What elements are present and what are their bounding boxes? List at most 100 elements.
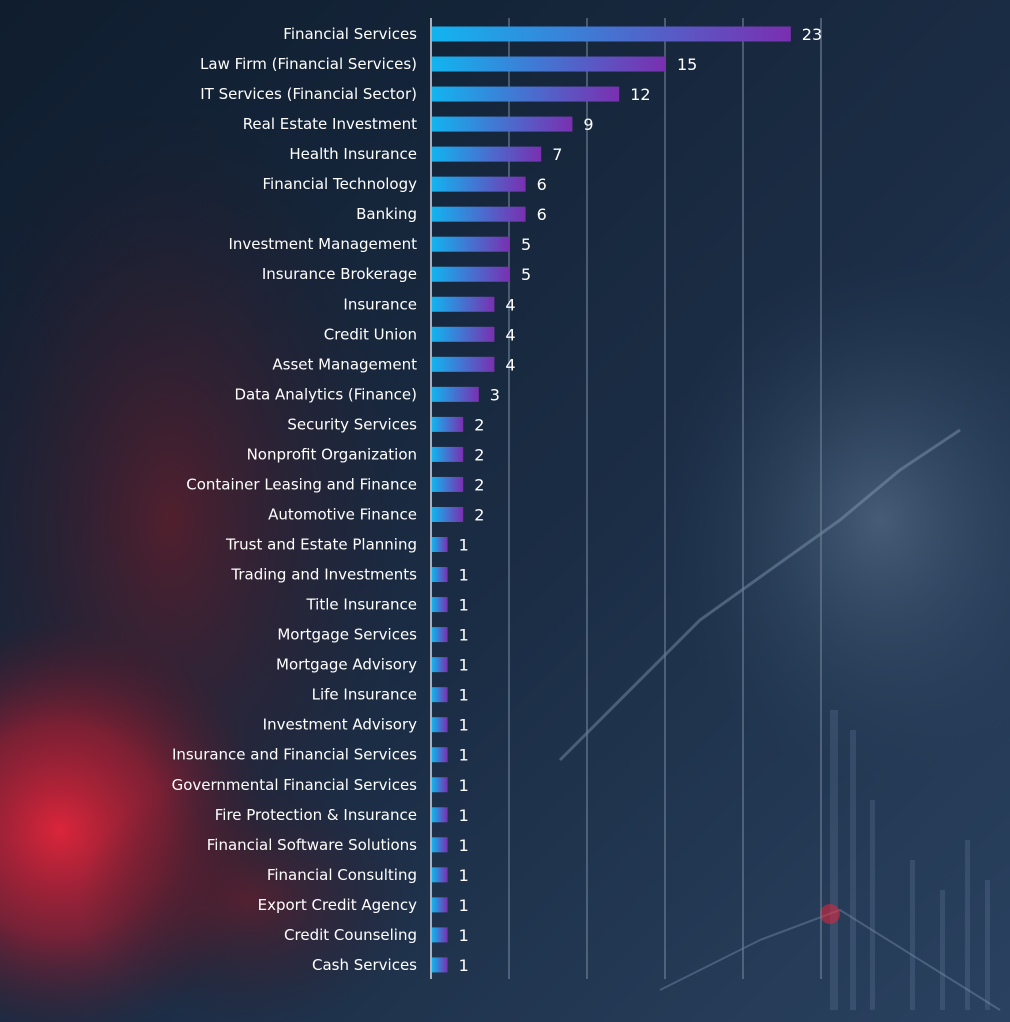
bar — [432, 206, 526, 222]
category-label: Financial Software Solutions — [207, 836, 417, 854]
value-label: 1 — [459, 776, 469, 795]
value-label: 1 — [459, 746, 469, 765]
category-label: Mortgage Advisory — [276, 656, 417, 674]
value-label: 1 — [459, 686, 469, 705]
value-label: 3 — [490, 385, 500, 404]
bar — [432, 176, 526, 192]
value-label: 1 — [459, 806, 469, 825]
category-label: Law Firm (Financial Services) — [200, 55, 417, 73]
category-label: Investment Advisory — [263, 716, 417, 734]
category-label: Trust and Estate Planning — [225, 536, 417, 554]
bar — [432, 717, 448, 733]
bar — [432, 957, 448, 973]
category-label: IT Services (Financial Sector) — [200, 85, 417, 103]
category-label: Investment Management — [228, 235, 417, 253]
bar — [432, 777, 448, 793]
value-label: 5 — [521, 235, 531, 254]
value-label: 1 — [459, 716, 469, 735]
category-label: Title Insurance — [305, 596, 417, 614]
value-label: 1 — [459, 866, 469, 885]
bar — [432, 116, 573, 132]
value-label: 4 — [505, 295, 515, 314]
category-label: Nonprofit Organization — [247, 445, 417, 463]
category-label: Banking — [356, 205, 417, 223]
category-label: Insurance — [343, 295, 417, 313]
bar — [432, 597, 448, 613]
value-label: 6 — [537, 205, 547, 224]
bar — [432, 356, 495, 372]
category-label: Mortgage Services — [277, 626, 417, 644]
value-label: 1 — [459, 926, 469, 945]
bar — [432, 837, 448, 853]
value-label: 4 — [505, 325, 515, 344]
bar — [432, 657, 448, 673]
value-label: 15 — [677, 55, 697, 74]
gridlines — [508, 18, 822, 979]
value-label: 2 — [474, 445, 484, 464]
category-label: Automotive Finance — [268, 505, 417, 523]
value-label: 2 — [474, 505, 484, 524]
value-label: 7 — [552, 145, 562, 164]
category-label: Export Credit Agency — [258, 896, 418, 914]
category-label: Credit Union — [324, 325, 417, 343]
value-label: 1 — [459, 656, 469, 675]
bar — [432, 26, 791, 42]
value-label: 1 — [459, 566, 469, 585]
category-label: Cash Services — [312, 956, 417, 974]
category-label: Financial Technology — [263, 175, 418, 193]
bar — [432, 867, 448, 883]
value-label: 1 — [459, 896, 469, 915]
bar — [432, 537, 448, 553]
category-label: Fire Protection & Insurance — [215, 806, 417, 824]
bar — [432, 747, 448, 763]
value-label: 9 — [583, 115, 593, 134]
bar — [432, 386, 479, 402]
bar — [432, 56, 666, 72]
value-label: 1 — [459, 836, 469, 855]
bar — [432, 927, 448, 943]
bar — [432, 807, 448, 823]
category-label: Security Services — [287, 415, 417, 433]
category-label: Insurance and Financial Services — [172, 746, 417, 764]
bar — [432, 897, 448, 913]
category-labels: Financial Services Law Firm (Financial Se… — [172, 25, 418, 974]
value-label: 1 — [459, 596, 469, 615]
bar — [432, 476, 464, 492]
bar — [432, 627, 448, 643]
bar — [432, 567, 448, 583]
category-label: Health Insurance — [289, 145, 417, 163]
value-label: 1 — [459, 536, 469, 555]
category-label: Credit Counseling — [284, 926, 417, 944]
category-label: Container Leasing and Finance — [186, 475, 417, 493]
value-label: 5 — [521, 265, 531, 284]
bar — [432, 266, 510, 282]
bar — [432, 446, 464, 462]
bar — [432, 416, 464, 432]
value-label: 6 — [537, 175, 547, 194]
value-label: 2 — [474, 415, 484, 434]
category-label: Trading and Investments — [230, 566, 417, 584]
value-label: 23 — [802, 25, 822, 44]
value-label: 1 — [459, 626, 469, 645]
value-label: 4 — [505, 355, 515, 374]
bar — [432, 687, 448, 703]
bar — [432, 506, 464, 522]
category-label: Financial Services — [283, 25, 417, 43]
category-label: Real Estate Investment — [243, 115, 417, 133]
bar — [432, 236, 510, 252]
value-label: 2 — [474, 475, 484, 494]
category-label: Insurance Brokerage — [262, 265, 417, 283]
category-label: Data Analytics (Finance) — [234, 385, 417, 403]
category-label: Life Insurance — [312, 686, 417, 704]
category-label: Asset Management — [272, 355, 417, 373]
category-label: Financial Consulting — [267, 866, 417, 884]
bar — [432, 326, 495, 342]
category-label: Governmental Financial Services — [172, 776, 418, 794]
bar — [432, 146, 542, 162]
value-label: 1 — [459, 956, 469, 975]
value-label: 12 — [630, 85, 650, 104]
bar — [432, 86, 620, 102]
